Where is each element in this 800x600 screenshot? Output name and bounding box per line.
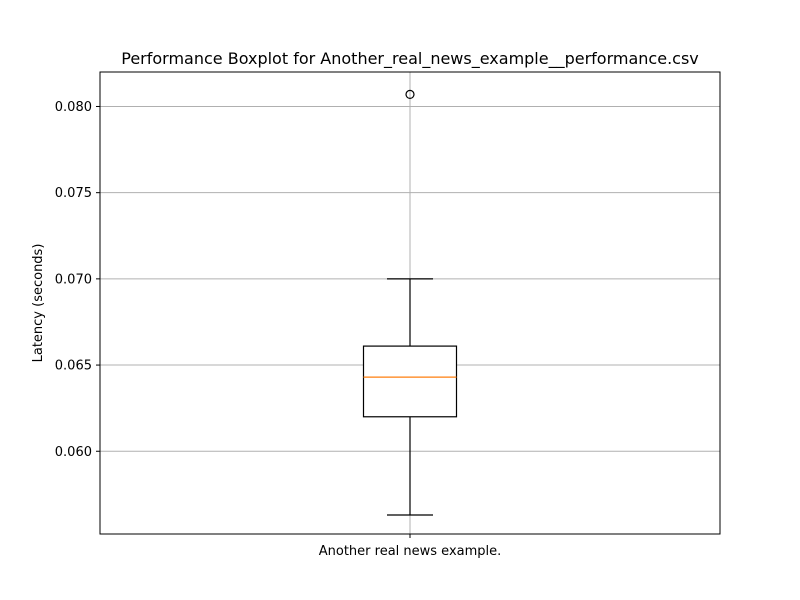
box-iqr: [362, 345, 458, 418]
y-tick-label: 0.070: [55, 272, 92, 287]
x-tick-label: Another real news example.: [319, 544, 502, 559]
outlier-point: [405, 89, 415, 100]
y-axis-label: Latency (seconds): [31, 244, 46, 363]
chart-title: Performance Boxplot for Another_real_new…: [121, 49, 699, 69]
y-tick-label: 0.060: [55, 445, 92, 460]
box-group: [362, 89, 458, 516]
y-tick-label: 0.065: [55, 359, 92, 374]
plot-layer: [362, 89, 458, 516]
y-tick-label: 0.080: [55, 100, 92, 115]
axis-layer: 0.060 0.065 0.070 0.075 0.080 Another real ne…: [55, 100, 501, 559]
y-tick-label: 0.075: [55, 186, 92, 201]
